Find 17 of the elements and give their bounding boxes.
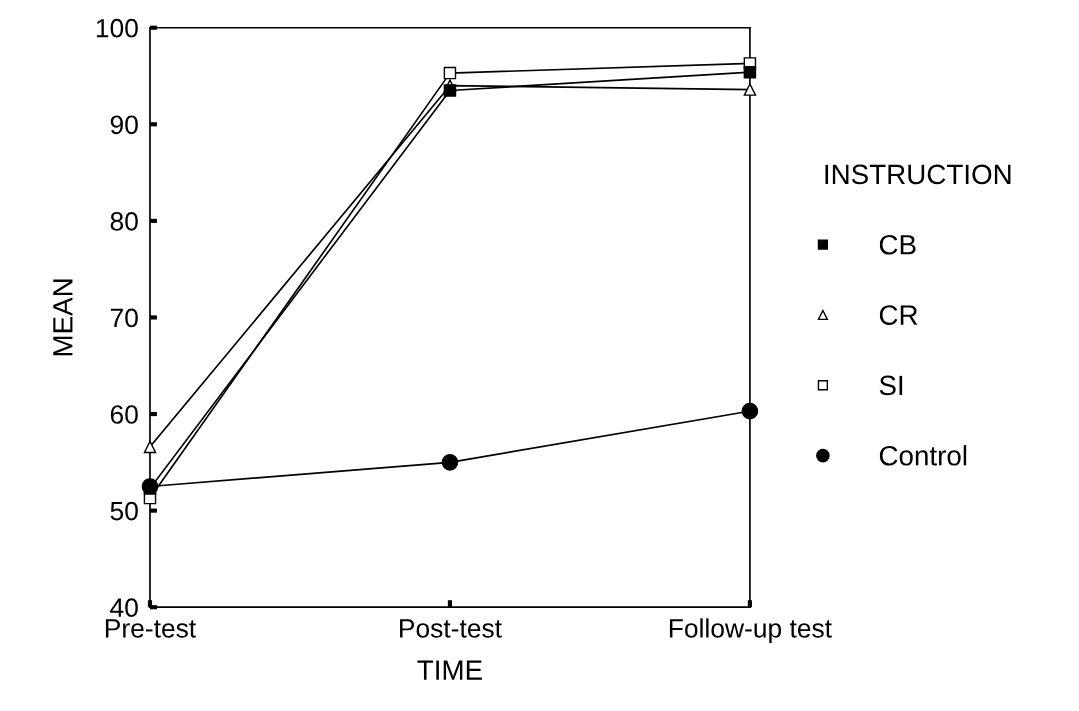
legend-label: CR bbox=[879, 305, 918, 325]
y-tick-label: 80 bbox=[110, 212, 138, 231]
y-tick-label: 100 bbox=[96, 18, 138, 38]
y-tick-label: 90 bbox=[110, 115, 138, 135]
legend-label: CB bbox=[879, 234, 916, 255]
y-tick-label: 60 bbox=[110, 405, 138, 424]
x-axis-title: TIME bbox=[417, 660, 482, 680]
legend-label: SI bbox=[879, 375, 903, 396]
x-tick-label: Pre-test bbox=[105, 619, 196, 638]
x-tick-label: Post-test bbox=[400, 619, 502, 638]
y-axis-title: MEAN bbox=[53, 279, 73, 356]
x-tick-label: Follow-up test bbox=[669, 618, 832, 643]
legend-label: Control bbox=[879, 445, 967, 466]
y-tick-label: 70 bbox=[110, 308, 138, 328]
legend-title: INSTRUCTION bbox=[825, 164, 1011, 185]
y-tick-label: 50 bbox=[110, 501, 138, 521]
y-tick-label: 40 bbox=[110, 598, 138, 618]
